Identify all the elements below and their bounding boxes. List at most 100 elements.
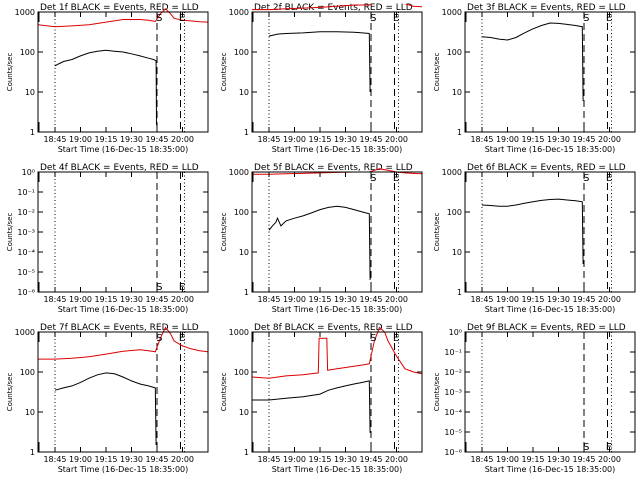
x-tick-label: 20:00: [171, 135, 194, 144]
x-tick-label: 19:15: [94, 455, 117, 464]
y-tick-label: 1: [457, 128, 462, 137]
y-tick-label: 1000: [442, 168, 462, 177]
end-marker: E: [606, 442, 612, 453]
start-marker: S: [583, 442, 589, 453]
x-axis-label: Start Time (16-Dec-15 18:35:00): [58, 305, 189, 314]
x-axis-label: Start Time (16-Dec-15 18:35:00): [58, 465, 189, 474]
y-tick-label: 100: [234, 208, 249, 217]
x-tick-label: 18:45: [43, 135, 66, 144]
y-axis-label: Counts/sec: [220, 213, 228, 252]
end-marker: E: [606, 13, 612, 24]
x-axis-label: Start Time (16-Dec-15 18:35:00): [485, 465, 616, 474]
plot-frame: [251, 11, 423, 133]
x-tick-label: 19:00: [283, 135, 306, 144]
x-axis-label: Start Time (16-Dec-15 18:35:00): [272, 305, 403, 314]
y-tick-label: 10⁻⁴: [17, 248, 35, 257]
y-tick-label: 10⁰: [22, 168, 35, 177]
y-tick-label: 10: [25, 408, 35, 417]
y-tick-label: 1000: [229, 168, 249, 177]
x-axis-label: Start Time (16-Dec-15 18:35:00): [485, 145, 616, 154]
y-tick-label: 10⁻⁶: [17, 288, 35, 297]
series-events: [481, 198, 584, 265]
plot-frame: [37, 331, 209, 453]
plot-frame: [251, 171, 423, 293]
y-axis-label: Counts/sec: [6, 53, 14, 92]
end-marker: E: [393, 173, 399, 184]
y-tick-label: 100: [234, 48, 249, 57]
y-tick-label: 1000: [229, 328, 249, 337]
panel-title: Det 1f BLACK = Events, RED = LLD: [40, 3, 199, 13]
panel-4f: Det 4f BLACK = Events, RED = LLD 10⁻⁶ 10⁻⁵…: [6, 163, 209, 314]
x-tick-label: 19:45: [572, 455, 595, 464]
series-events: [481, 22, 584, 101]
x-tick-label: 19:45: [359, 295, 382, 304]
y-tick-label: 10⁻⁶: [444, 448, 462, 457]
x-tick-label: 19:45: [572, 135, 595, 144]
x-tick-label: 19:00: [69, 295, 92, 304]
x-tick-label: 19:45: [145, 135, 168, 144]
y-tick-label: 100: [20, 48, 35, 57]
x-tick-label: 20:00: [171, 295, 194, 304]
x-tick-label: 19:15: [94, 295, 117, 304]
plot-frame: [37, 171, 209, 293]
y-tick-label: 10⁻⁴: [444, 408, 462, 417]
x-tick-label: 19:00: [496, 455, 519, 464]
x-tick-label: 19:00: [283, 295, 306, 304]
x-tick-label: 18:45: [257, 455, 280, 464]
x-tick-label: 19:00: [69, 455, 92, 464]
panel-5f: Det 5f BLACK = Events, RED = LLD 1 10 100 10…: [220, 163, 423, 314]
x-tick-label: 18:45: [470, 295, 493, 304]
y-tick-label: 1: [244, 288, 249, 297]
start-marker: S: [583, 173, 589, 184]
end-marker: E: [179, 282, 185, 293]
start-marker: S: [156, 333, 162, 344]
panel-title: Det 6f BLACK = Events, RED = LLD: [467, 163, 626, 173]
panel-3f: Det 3f BLACK = Events, RED = LLD 1 10 100 10…: [433, 3, 636, 154]
y-tick-label: 1000: [15, 8, 35, 17]
start-marker: S: [370, 173, 376, 184]
y-tick-label: 1000: [229, 8, 249, 17]
x-tick-label: 19:15: [308, 455, 331, 464]
y-tick-label: 10⁻²: [444, 368, 462, 377]
x-tick-label: 20:00: [598, 135, 621, 144]
x-axis-label: Start Time (16-Dec-15 18:35:00): [272, 145, 403, 154]
x-tick-label: 19:30: [120, 135, 143, 144]
start-marker: S: [370, 13, 376, 24]
plot-frame: [251, 331, 423, 453]
y-tick-label: 10⁻¹: [17, 188, 35, 197]
x-tick-label: 19:30: [547, 455, 570, 464]
x-tick-label: 19:15: [521, 295, 544, 304]
panel-title: Det 5f BLACK = Events, RED = LLD: [254, 163, 413, 173]
series-lld: [252, 326, 422, 379]
x-tick-label: 19:30: [120, 295, 143, 304]
plot-frame: [464, 331, 636, 453]
y-tick-label: 100: [447, 48, 462, 57]
series-lld: [38, 8, 208, 28]
x-tick-label: 19:30: [334, 295, 357, 304]
panel-8f: Det 8f BLACK = Events, RED = LLD 1 10 100 10…: [220, 323, 423, 474]
x-tick-label: 19:00: [69, 135, 92, 144]
y-axis-label: Counts/sec: [433, 373, 441, 412]
start-marker: S: [583, 13, 589, 24]
x-tick-label: 19:45: [572, 295, 595, 304]
start-marker: S: [156, 13, 162, 24]
panel-title: Det 8f BLACK = Events, RED = LLD: [254, 323, 413, 333]
series-events: [54, 372, 157, 446]
series-lld: [252, 4, 422, 11]
y-axis-label: Counts/sec: [6, 213, 14, 252]
x-tick-label: 19:15: [521, 455, 544, 464]
plot-frame: [37, 11, 209, 133]
x-tick-label: 20:00: [385, 135, 408, 144]
end-marker: E: [606, 173, 612, 184]
start-marker: S: [156, 282, 162, 293]
y-axis-label: Counts/sec: [220, 373, 228, 412]
x-axis-label: Start Time (16-Dec-15 18:35:00): [58, 145, 189, 154]
x-tick-label: 19:30: [120, 455, 143, 464]
x-tick-label: 19:00: [283, 455, 306, 464]
x-tick-label: 20:00: [171, 455, 194, 464]
series-events: [268, 205, 371, 281]
y-tick-label: 1: [30, 128, 35, 137]
panel-title: Det 4f BLACK = Events, RED = LLD: [40, 163, 199, 173]
panel-9f: Det 9f BLACK = Events, RED = LLD 10⁻⁶ 10⁻⁵…: [433, 323, 636, 474]
